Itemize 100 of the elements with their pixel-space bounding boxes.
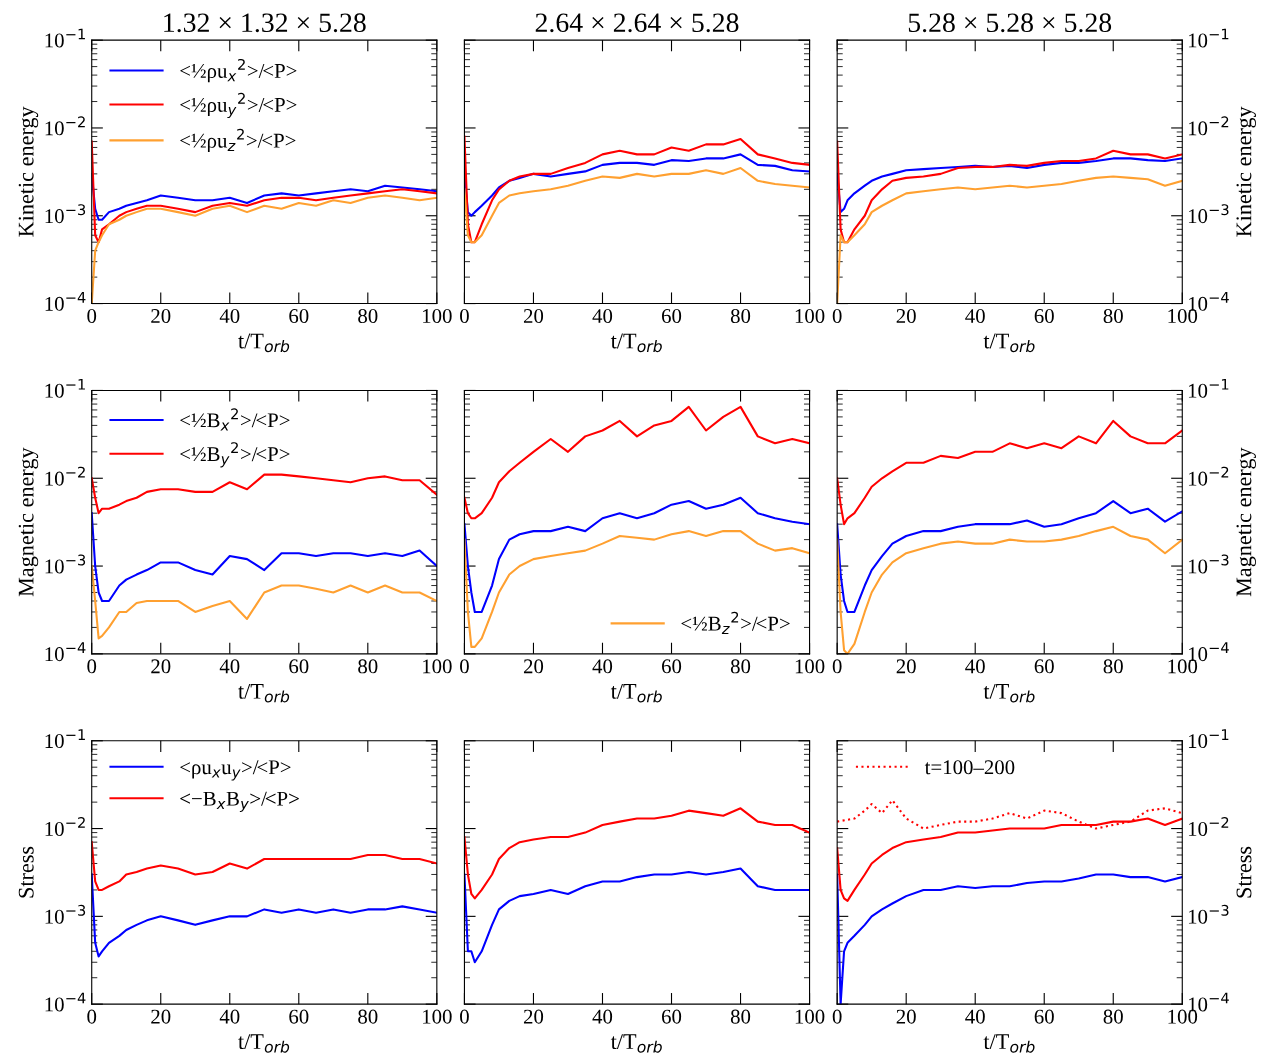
x-axis-title: t/T$_{orb}$	[610, 333, 662, 353]
x-tick-label: 20	[151, 1009, 171, 1024]
legend-label: <½B$_{x}$$^{2}$>/<P>	[180, 408, 290, 431]
x-tick-label: 60	[1034, 309, 1054, 324]
y2-tick-label: 10$^{−2}$	[1188, 116, 1229, 136]
y2-axis-title: Magnetic energy	[1236, 447, 1256, 597]
y-axis-title: Stress	[18, 846, 34, 898]
chart-title: 1.32 × 1.32 × 5.28	[164, 13, 366, 33]
x-axis-title: t/T$_{orb}$	[238, 1034, 290, 1053]
y2-tick-label: 10$^{−2}$	[1188, 816, 1229, 836]
y-tick-label: 10$^{−1}$	[45, 28, 85, 48]
y-axis-title: Magnetic energy	[18, 447, 39, 597]
x-axis-title: t/T$_{orb}$	[238, 333, 290, 353]
chart-title: 5.28 × 5.28 × 5.28	[908, 13, 1112, 33]
x-tick-label: 100	[423, 309, 452, 324]
y-tick-label: 10$^{−2}$	[45, 466, 85, 486]
x-tick-label: 80	[1103, 1009, 1123, 1024]
line-series	[837, 500, 1183, 613]
x-tick-label: 0	[87, 1009, 97, 1024]
x-tick-label: 60	[1034, 659, 1054, 674]
x-tick-label: 60	[289, 1009, 309, 1024]
x-tick-label: 60	[661, 659, 682, 674]
x-axis-title: t/T$_{orb}$	[610, 683, 662, 703]
legend-label: <½B$_{y}$$^{2}$>/<P>	[180, 442, 290, 468]
x-tick-label: 20	[523, 309, 544, 324]
x-tick-label: 20	[896, 1009, 916, 1024]
x-axis-title: t/T$_{orb}$	[983, 1034, 1035, 1053]
x-tick-label: 20	[896, 309, 916, 324]
x-tick-label: 100	[423, 659, 452, 674]
x-tick-label: 40	[965, 1009, 985, 1024]
y-tick-label: 10$^{−3}$	[45, 204, 86, 224]
line-series	[837, 419, 1183, 526]
y2-axis-title: Stress	[1236, 846, 1252, 898]
y-tick-label: 10$^{−2}$	[45, 116, 85, 136]
x-tick-label: 80	[358, 309, 378, 324]
x-tick-label: 20	[151, 309, 171, 324]
y2-axis-title: Kinetic energy	[1236, 106, 1256, 237]
legend-label: <½ρu$_{x}$$^{2}$>/<P>	[180, 58, 297, 83]
y-tick-label: 10$^{−4}$	[45, 642, 86, 662]
x-tick-label: 0	[460, 309, 469, 324]
legend-label: <ρu$_{x}$u$_{y}$>/<P>	[180, 760, 291, 781]
x-tick-label: 80	[358, 1009, 378, 1024]
x-tick-label: 80	[730, 309, 751, 324]
x-tick-label: 20	[523, 659, 544, 674]
x-tick-label: 0	[832, 309, 842, 324]
y2-tick-label: 10$^{−3}$	[1188, 554, 1229, 574]
y2-tick-label: 10$^{−2}$	[1188, 466, 1229, 486]
y2-tick-label: 10$^{−1}$	[1188, 729, 1229, 749]
x-tick-label: 0	[832, 659, 842, 674]
x-tick-label: 0	[460, 659, 469, 674]
y2-tick-label: 10$^{−1}$	[1188, 28, 1229, 48]
x-axis-title: t/T$_{orb}$	[983, 683, 1035, 703]
x-tick-label: 100	[795, 1009, 825, 1024]
line-series	[91, 873, 437, 958]
x-tick-label: 80	[358, 659, 378, 674]
y2-tick-label: 10$^{−4}$	[1188, 292, 1229, 311]
x-tick-label: 100	[1168, 659, 1198, 674]
y-tick-label: 10$^{−2}$	[45, 816, 85, 836]
line-series	[837, 157, 1183, 214]
x-axis-title: t/T$_{orb}$	[610, 1034, 662, 1053]
y-tick-label: 10$^{−1}$	[45, 729, 85, 749]
x-tick-label: 40	[592, 309, 613, 324]
x-tick-label: 40	[219, 659, 240, 674]
legend-label: <−B$_{x}$B$_{y}$>/<P>	[180, 791, 299, 812]
y-tick-label: 10$^{−4}$	[45, 992, 86, 1012]
x-tick-label: 40	[965, 659, 985, 674]
y2-tick-label: 10$^{−3}$	[1188, 204, 1229, 224]
x-tick-label: 40	[965, 309, 985, 324]
x-tick-label: 20	[896, 659, 916, 674]
x-tick-label: 60	[289, 309, 309, 324]
y-tick-label: 10$^{−4}$	[45, 292, 86, 311]
y2-tick-label: 10$^{−3}$	[1188, 904, 1229, 924]
y2-tick-label: 10$^{−4}$	[1188, 642, 1229, 662]
y2-tick-label: 10$^{−1}$	[1188, 378, 1229, 398]
x-tick-label: 20	[523, 1009, 544, 1024]
x-tick-label: 80	[730, 1009, 751, 1024]
line-series	[91, 473, 437, 515]
legend-label: t=100–200	[924, 760, 1015, 775]
x-tick-label: 0	[460, 1009, 469, 1024]
chart-title: 2.64 × 2.64 × 5.28	[535, 13, 739, 33]
x-tick-label: 100	[795, 309, 825, 324]
line-series	[91, 841, 437, 891]
x-tick-label: 0	[832, 1009, 842, 1024]
line-series	[91, 565, 437, 640]
x-tick-label: 60	[1034, 1009, 1054, 1024]
x-axis-title: t/T$_{orb}$	[983, 333, 1035, 353]
x-tick-label: 60	[661, 309, 682, 324]
legend-label: <½B$_{z}$$^{2}$>/<P>	[681, 611, 790, 634]
x-tick-label: 60	[661, 1009, 682, 1024]
x-axis-title: t/T$_{orb}$	[238, 683, 290, 703]
x-tick-label: 100	[795, 659, 825, 674]
x-tick-label: 100	[1168, 309, 1198, 324]
line-series	[91, 512, 437, 603]
x-tick-label: 80	[1103, 309, 1123, 324]
x-tick-label: 40	[219, 1009, 240, 1024]
x-tick-label: 0	[87, 309, 97, 324]
x-tick-label: 0	[87, 659, 97, 674]
x-tick-label: 40	[592, 659, 613, 674]
y-axis-title: Kinetic energy	[18, 106, 39, 237]
y-tick-label: 10$^{−1}$	[45, 378, 85, 398]
